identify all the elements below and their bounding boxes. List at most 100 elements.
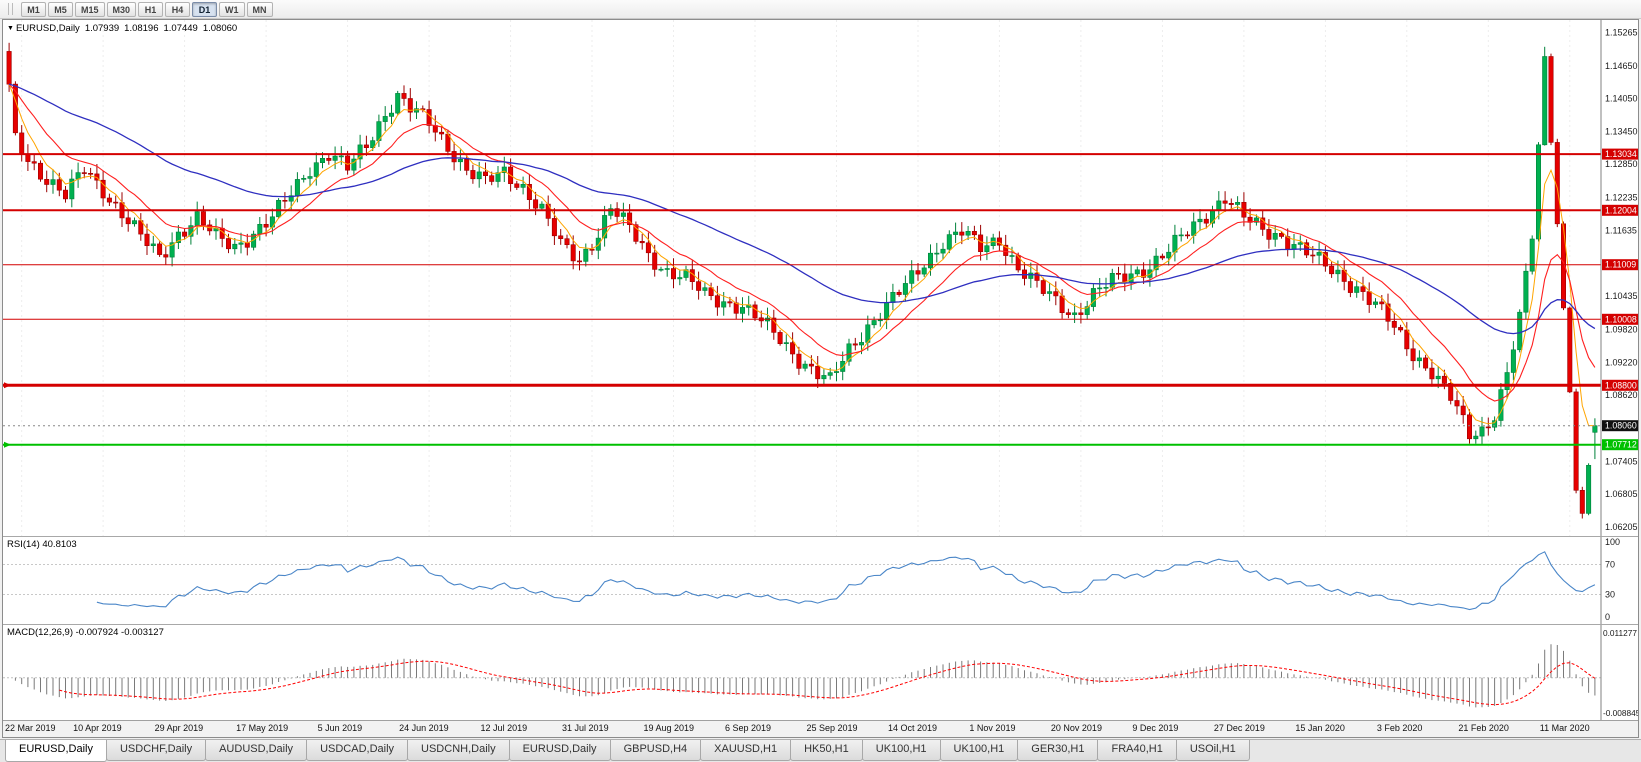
chart-tab-eurusd-daily[interactable]: EURUSD,Daily xyxy=(508,740,611,761)
chart-window: 1.15265 1.14650 1.14050 1.13450 1.12850 1.122… xyxy=(2,19,1639,738)
svg-text:1.11009: 1.11009 xyxy=(1605,260,1636,270)
y-axis-tick: 1.12235 xyxy=(1605,193,1638,203)
date-label: 11 Mar 2020 xyxy=(1539,723,1590,733)
timeframe-w1[interactable]: W1 xyxy=(219,1,245,17)
price-badge-1.11009: 1.11009 xyxy=(1602,259,1638,271)
date-label: 20 Nov 2019 xyxy=(1050,723,1102,733)
rsi-axis-tick: 30 xyxy=(1605,590,1615,600)
price-badge-1.10008: 1.10008 xyxy=(1602,313,1638,325)
y-axis-tick: 1.09220 xyxy=(1605,357,1638,367)
y-axis-tick: 1.10435 xyxy=(1605,291,1638,301)
date-label: 3 Feb 2020 xyxy=(1376,723,1423,733)
current-price-badge: 1.08060 xyxy=(1602,420,1638,432)
ohlc-open: 1.07939 xyxy=(84,23,120,34)
svg-text:1.08800: 1.08800 xyxy=(1605,380,1637,390)
y-axis-tick: 1.11635 xyxy=(1605,226,1637,236)
macd-header: MACD(12,26,9) -0.007924 -0.003127 xyxy=(7,627,164,638)
date-label: 15 Jan 2020 xyxy=(1295,723,1345,733)
chart-tab-usdchf-daily[interactable]: USDCHF,Daily xyxy=(105,740,207,761)
y-axis-tick: 1.09820 xyxy=(1605,325,1638,335)
ma-mid-line xyxy=(8,83,1596,402)
svg-text:1.12004: 1.12004 xyxy=(1605,205,1637,215)
price-badge-1.13034: 1.13034 xyxy=(1602,148,1638,160)
rsi-header: RSI(14) 40.8103 xyxy=(7,539,77,550)
macd-histogram xyxy=(14,644,1596,708)
y-axis-tick: 1.15265 xyxy=(1605,27,1638,37)
chart-tabs: EURUSD,Daily USDCHF,Daily AUDUSD,Daily USDC… xyxy=(0,739,1641,762)
rsi-axis-tick: 0 xyxy=(1605,612,1610,622)
macd-chart-canvas[interactable]: 0.011277 -0.008845 xyxy=(3,625,1638,720)
date-label: 10 Apr 2019 xyxy=(73,723,122,733)
y-axis-tick: 1.07405 xyxy=(1605,457,1638,467)
date-label: 14 Oct 2019 xyxy=(887,723,937,733)
y-axis-tick: 1.14650 xyxy=(1605,61,1638,71)
date-axis[interactable]: 22 Mar 2019 10 Apr 2019 29 Apr 2019 17 May … xyxy=(3,720,1638,737)
timeframe-h1[interactable]: H1 xyxy=(138,1,164,17)
chart-tab-fra40-h1[interactable]: FRA40,H1 xyxy=(1097,740,1177,761)
price-badge-1.12004: 1.12004 xyxy=(1602,204,1638,216)
timeframe-m5[interactable]: M5 xyxy=(48,1,73,17)
macd-axis-tick: 0.011277 xyxy=(1603,628,1637,638)
date-label: 22 Mar 2019 xyxy=(5,723,56,733)
candles[interactable] xyxy=(6,42,1598,519)
timeframe-m1[interactable]: M1 xyxy=(21,1,46,17)
macd-axis-tick: -0.008845 xyxy=(1603,708,1638,718)
y-axis-tick: 1.13450 xyxy=(1605,126,1638,136)
y-axis-tick: 1.06805 xyxy=(1605,489,1638,499)
date-label: 19 Aug 2019 xyxy=(643,723,695,733)
chart-title: ▼ EURUSD,Daily 1.07939 1.08196 1.07449 1.0806… xyxy=(7,23,242,34)
macd-signal-line xyxy=(59,660,1596,706)
date-label: 21 Feb 2020 xyxy=(1458,723,1509,733)
ohlc-close: 1.08060 xyxy=(202,23,238,34)
timeframe-m15[interactable]: M15 xyxy=(75,1,105,17)
ohlc-high: 1.08196 xyxy=(124,23,159,34)
rsi-chart-canvas[interactable]: 100 70 30 0 xyxy=(3,537,1638,624)
timeframe-h4[interactable]: H4 xyxy=(165,1,191,17)
hline-1.07712[interactable] xyxy=(3,441,1601,448)
date-label: 27 Dec 2019 xyxy=(1213,723,1265,733)
ohlc-low: 1.07449 xyxy=(163,23,198,34)
rsi-axis-tick: 100 xyxy=(1605,537,1620,547)
chart-tab-xauusd-h1[interactable]: XAUUSD,H1 xyxy=(700,740,792,761)
svg-text:1.13034: 1.13034 xyxy=(1605,149,1637,159)
y-axis-tick: 1.06205 xyxy=(1605,522,1638,532)
chart-marker-icon: ▼ xyxy=(7,25,14,32)
chart-tab-gbpusd-h4[interactable]: GBPUSD,H4 xyxy=(609,740,702,761)
pane-splitter[interactable] xyxy=(3,536,1638,537)
ma-fast-line xyxy=(8,83,1595,427)
timeframe-mn[interactable]: MN xyxy=(246,1,273,17)
toolbar-grip-icon[interactable] xyxy=(8,3,13,15)
price-badge-1.08800: 1.08800 xyxy=(1602,379,1638,391)
chart-tab-hk50-h1[interactable]: HK50,H1 xyxy=(790,740,863,761)
date-label: 5 Jun 2019 xyxy=(317,723,363,733)
hline-1.08800[interactable] xyxy=(3,382,1601,389)
date-label: 9 Dec 2019 xyxy=(1132,723,1179,733)
svg-text:1.08060: 1.08060 xyxy=(1605,421,1637,431)
y-axis-tick: 1.08620 xyxy=(1605,390,1638,400)
date-label: 12 Jul 2019 xyxy=(480,723,528,733)
chart-tab-eurusd-daily[interactable]: EURUSD,Daily xyxy=(5,740,107,762)
price-chart-canvas[interactable]: 1.15265 1.14650 1.14050 1.13450 1.12850 1.122… xyxy=(3,20,1638,536)
date-label: 6 Sep 2019 xyxy=(724,723,772,733)
date-label: 29 Apr 2019 xyxy=(154,723,204,733)
chart-tab-uk100-h1[interactable]: UK100,H1 xyxy=(939,740,1019,761)
chart-tab-usoil-h1[interactable]: USOil,H1 xyxy=(1175,740,1250,761)
timeframe-d1[interactable]: D1 xyxy=(192,1,218,17)
timeframe-toolbar: M1 M5 M15 M30 H1 H4 D1 W1 MN xyxy=(0,0,1641,19)
y-axis-tick: 1.12850 xyxy=(1605,159,1638,169)
chart-tab-audusd-daily[interactable]: AUDUSD,Daily xyxy=(205,740,308,761)
timeframe-m30[interactable]: M30 xyxy=(106,1,137,17)
date-label: 25 Sep 2019 xyxy=(806,723,858,733)
chart-tab-ger30-h1[interactable]: GER30,H1 xyxy=(1017,740,1099,761)
chart-tab-usdcad-daily[interactable]: USDCAD,Daily xyxy=(306,740,409,761)
chart-symbol: EURUSD,Daily xyxy=(15,23,80,34)
y-axis-tick: 1.14050 xyxy=(1605,94,1638,104)
chart-tab-uk100-h1[interactable]: UK100,H1 xyxy=(861,740,941,761)
timeframe-buttons: M1 M5 M15 M30 H1 H4 D1 W1 MN xyxy=(21,1,275,17)
ma-slow-line xyxy=(8,83,1596,335)
chart-tab-usdcnh-daily[interactable]: USDCNH,Daily xyxy=(407,740,510,761)
pane-splitter[interactable] xyxy=(3,624,1638,625)
rsi-line xyxy=(96,551,1596,611)
svg-text:1.07712: 1.07712 xyxy=(1605,440,1637,450)
